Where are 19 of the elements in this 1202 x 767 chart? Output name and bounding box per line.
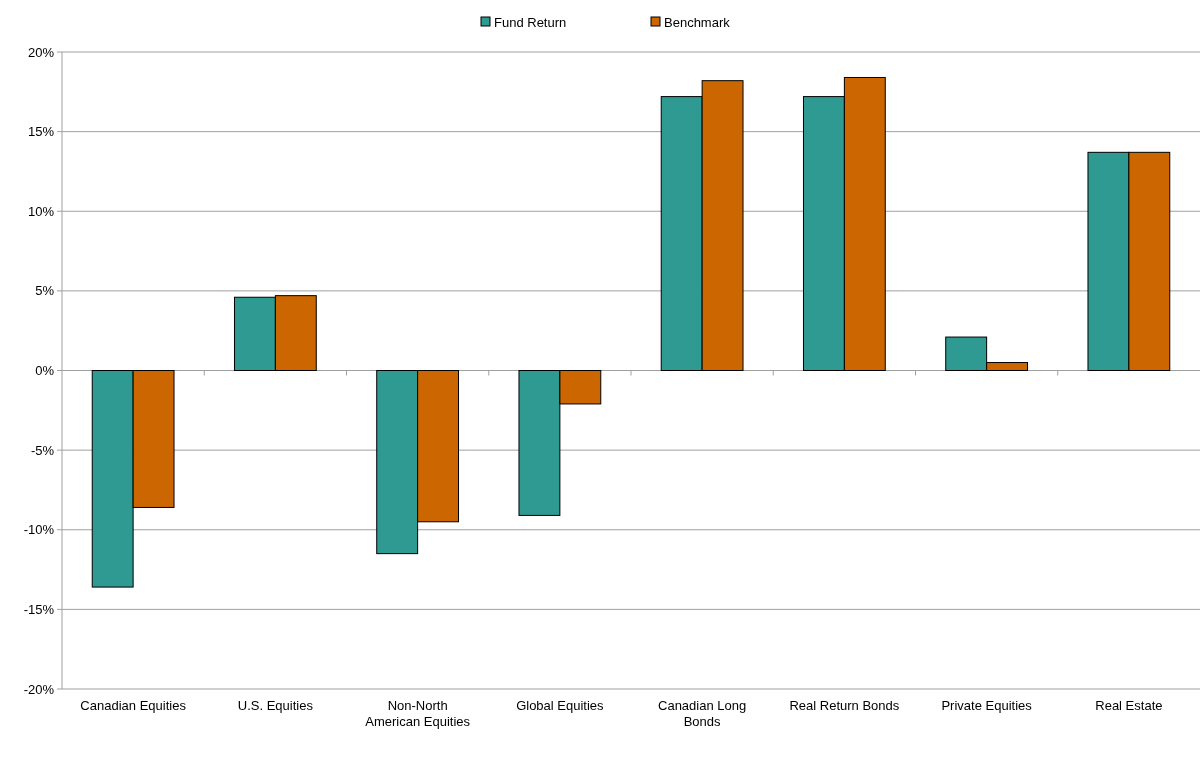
y-tick-label: 5% [35,283,55,299]
legend-label: Benchmark [664,14,731,30]
y-tick-label: -10% [23,522,55,538]
y-tick-label: -5% [30,442,55,458]
y-tick-label: 20% [27,44,55,60]
x-tick-label: U.S. Equities [237,698,314,713]
y-tick-label: 0% [35,363,55,379]
x-tick-label: Real Return Bonds [789,698,900,713]
x-tick-label: Non-North American Equities [365,698,471,729]
legend-label: Fund Return [494,14,567,30]
y-tick-label: -15% [23,601,55,617]
y-tick-label: 15% [27,124,55,140]
x-tick-label: Global Equities [516,698,605,713]
y-tick-label: -20% [23,681,55,697]
x-tick-label: Real Estate [1095,698,1163,713]
x-tick-label: Canadian Equities [80,698,187,713]
x-tick-label: Private Equities [941,698,1033,713]
x-tick-label: Canadian Long Bonds [658,698,747,729]
y-tick-label: 10% [27,203,55,219]
